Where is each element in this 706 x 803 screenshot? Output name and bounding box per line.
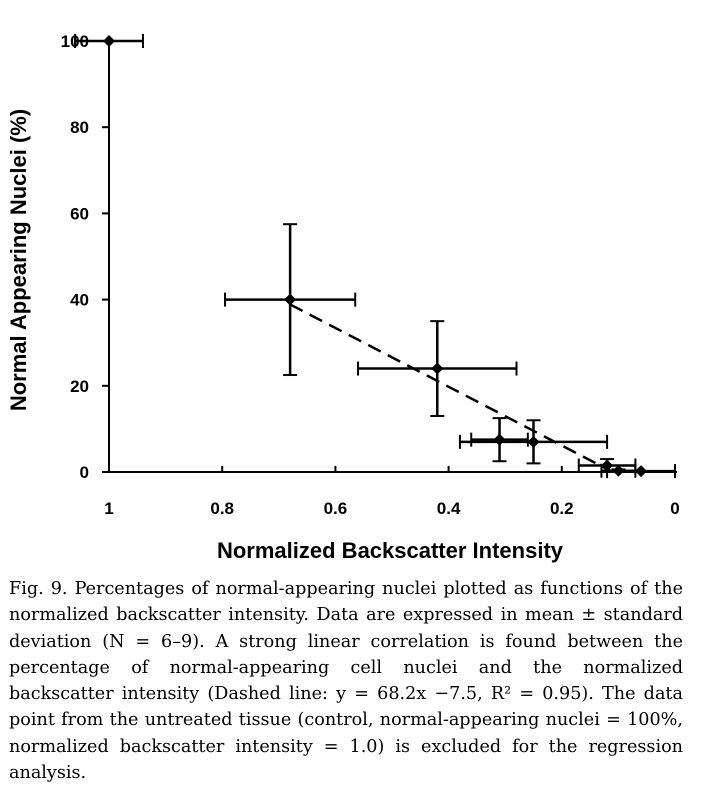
x-tick-labels: 1 0.8 0.6 0.4 0.2 0	[104, 499, 679, 518]
caption-text: Fig. 9. Percentages of normal-appearing …	[9, 579, 683, 784]
y-tick-label: 20	[70, 377, 89, 396]
data-point-diamond	[431, 362, 444, 375]
data-point-diamond	[284, 293, 297, 306]
y-axis-title: Normal Appearing Nuclei (%)	[6, 109, 31, 411]
error-bars-layer	[74, 34, 676, 479]
regression-dashed-line	[289, 303, 614, 474]
y-tick-label: 40	[70, 291, 89, 310]
x-tick-label: 0.6	[324, 499, 348, 518]
scatter-chart: 1 0.8 0.6 0.4 0.2 0 0 20 40 60 80 100 Normalized B…	[6, 32, 680, 563]
y-tick-labels: 0 20 40 60 80 100	[61, 32, 89, 482]
data-point-diamond	[635, 465, 648, 478]
chart-axes	[102, 39, 677, 473]
x-tick-label: 0.2	[550, 499, 574, 518]
data-points-layer	[103, 35, 648, 478]
fit-line-layer	[289, 303, 614, 474]
data-point-diamond	[493, 433, 506, 446]
x-tick-label: 0.8	[210, 499, 234, 518]
figure-caption: Fig. 9. Percentages of normal-appearing …	[9, 576, 683, 786]
x-tick-label: 0.4	[437, 499, 461, 518]
data-point-diamond	[601, 459, 614, 472]
y-tick-label: 80	[70, 118, 89, 137]
data-point-diamond	[103, 35, 115, 47]
data-point-diamond	[612, 464, 625, 477]
x-tick-label: 0	[670, 499, 679, 518]
x-tick-label: 1	[104, 499, 113, 518]
x-axis-title: Normalized Backscatter Intensity	[217, 538, 564, 563]
data-point-diamond	[527, 435, 540, 448]
y-tick-label: 60	[70, 204, 89, 223]
y-tick-label: 100	[61, 32, 89, 51]
y-tick-label: 0	[80, 463, 89, 482]
